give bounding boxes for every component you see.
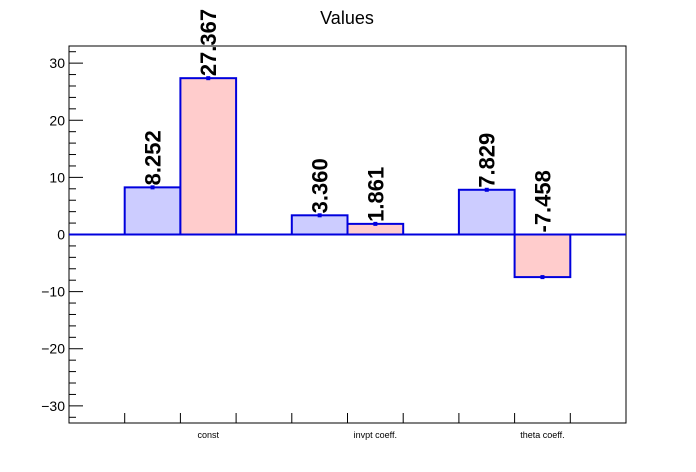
- bar-end-marker: [150, 185, 155, 190]
- data-label: 3.360: [308, 158, 333, 213]
- y-axis: −30 −20 −10 0 10 20 30: [41, 51, 83, 418]
- bar: [179, 77, 238, 236]
- x-category-label: const: [197, 430, 219, 440]
- bar-end-marker: [540, 275, 545, 280]
- y-tick-label: −30: [41, 398, 65, 414]
- bar: [513, 233, 572, 279]
- bars: [69, 76, 626, 280]
- bar: [290, 214, 349, 236]
- y-tick-label: 30: [49, 55, 65, 71]
- data-label: 8.252: [141, 130, 166, 185]
- bar-end-marker: [373, 221, 378, 226]
- x-axis: const invpt coeff. theta coeff.: [124, 413, 571, 440]
- data-label: 27.367: [196, 9, 221, 76]
- bar: [123, 186, 182, 236]
- bar-end-marker: [317, 213, 322, 218]
- bar-end-marker: [206, 76, 211, 81]
- y-tick-label: −10: [41, 284, 65, 300]
- x-category-label: invpt coeff.: [354, 430, 397, 440]
- data-label: -7.458: [530, 170, 555, 232]
- x-category-label: theta coeff.: [520, 430, 564, 440]
- y-tick-label: −20: [41, 341, 65, 357]
- y-tick-label: 10: [49, 169, 65, 185]
- data-label: 7.829: [475, 133, 500, 188]
- bar: [457, 188, 516, 236]
- data-labels: 8.252 27.367 3.360 1.861 7.829 -7.458: [141, 9, 556, 233]
- chart-title: Values: [320, 8, 374, 28]
- data-label: 1.861: [363, 167, 388, 222]
- bar-end-marker: [484, 187, 489, 192]
- y-tick-label: 0: [57, 227, 65, 243]
- y-tick-label: 20: [49, 112, 65, 128]
